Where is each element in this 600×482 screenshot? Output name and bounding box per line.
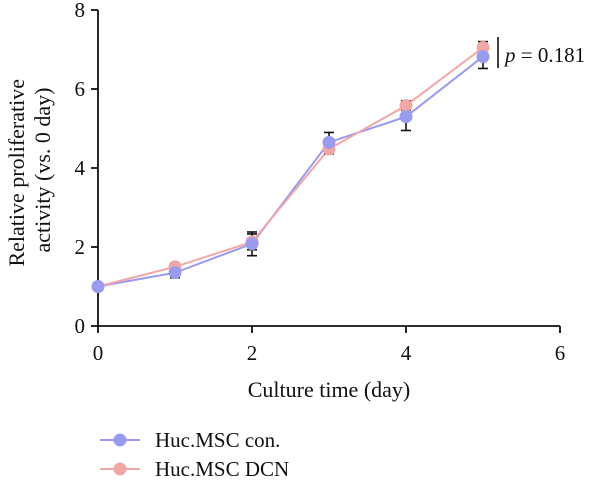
series-lines <box>97 46 484 288</box>
legend: Huc.MSC con. Huc.MSC DCN <box>100 428 289 481</box>
legend-swatch-marker <box>113 433 127 447</box>
y-tick-label: 8 <box>75 0 86 22</box>
y-tick-label: 6 <box>75 77 86 101</box>
data-point <box>399 99 413 113</box>
data-point <box>168 266 182 280</box>
data-point <box>245 237 259 251</box>
legend-item-con: Huc.MSC con. <box>100 428 280 452</box>
x-tick-label: 6 <box>555 341 566 365</box>
series-line-1 <box>97 55 484 288</box>
x-tick-label: 2 <box>247 341 258 365</box>
data-point <box>476 41 490 55</box>
y-tick-label: 4 <box>75 156 86 180</box>
legend-swatch-marker <box>113 462 127 476</box>
y-axis-label-line-2: activity (vs. 0 day) <box>30 88 55 253</box>
p-value-text: = 0.181 <box>516 43 586 67</box>
data-point <box>322 135 336 149</box>
y-tick-label: 0 <box>75 314 86 338</box>
legend-item-dcn: Huc.MSC DCN <box>100 457 289 481</box>
data-point <box>91 280 105 293</box>
x-tick-label: 0 <box>93 341 104 365</box>
y-axis-label-line-1: Relative proliferative <box>4 79 29 267</box>
p-value-annotation: p = 0.181 <box>503 43 585 67</box>
x-axis-label: Culture time (day) <box>248 377 411 402</box>
legend-label: Huc.MSC DCN <box>155 457 289 481</box>
data-point <box>399 110 413 124</box>
legend-label: Huc.MSC con. <box>155 428 280 452</box>
series-line-2 <box>97 46 484 288</box>
error-bars <box>170 40 488 279</box>
y-axis-label: Relative proliferative activity (vs. 0 d… <box>4 73 55 266</box>
y-tick-label: 2 <box>75 235 86 259</box>
data-markers <box>91 41 490 293</box>
plot-area <box>91 40 490 293</box>
x-tick-label: 4 <box>401 341 412 365</box>
data-point <box>476 50 490 64</box>
p-value-symbol: p <box>503 43 516 67</box>
axes: 0 2 4 6 0 2 4 6 8 <box>75 0 566 365</box>
